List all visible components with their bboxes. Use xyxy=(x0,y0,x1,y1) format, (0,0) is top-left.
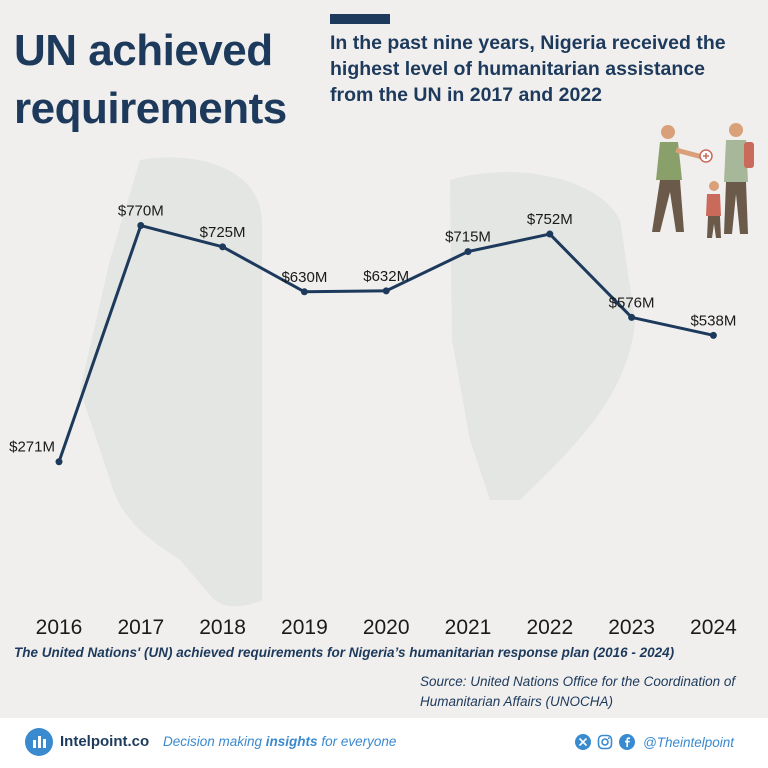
footer: Intelpoint.co Decision making insights f… xyxy=(0,718,768,768)
brand-name[interactable]: Intelpoint.co xyxy=(60,733,150,750)
family-illustration xyxy=(652,123,754,238)
x-tick-label: 2019 xyxy=(281,616,328,639)
data-label: $630M xyxy=(281,269,327,286)
intelpoint-logo-icon[interactable] xyxy=(25,728,53,756)
data-label: $271M xyxy=(9,439,55,456)
data-label: $725M xyxy=(200,224,246,241)
data-label: $538M xyxy=(690,312,736,329)
data-point xyxy=(300,288,308,296)
data-point xyxy=(546,230,554,238)
x-tick-label: 2024 xyxy=(690,616,737,639)
page-title: UN achieved requirements xyxy=(14,26,287,133)
data-point xyxy=(709,331,717,339)
chart-marks: $271M 2016 $770M 2017 $725M 2018 $630M 2019 $632… xyxy=(9,203,737,639)
line-chart: $271M 2016 $770M 2017 $725M 2018 $630M 2019 $632… xyxy=(9,157,737,639)
x-tick-label: 2018 xyxy=(199,616,246,639)
social-links: @Theintelpoint xyxy=(575,732,734,752)
accent-bar xyxy=(330,14,390,24)
x-tick-label: 2022 xyxy=(526,616,573,639)
data-label: $576M xyxy=(609,294,655,311)
x-tick-label: 2017 xyxy=(117,616,164,639)
x-icon[interactable] xyxy=(575,734,591,750)
instagram-icon[interactable] xyxy=(597,734,613,750)
data-point xyxy=(55,458,63,466)
data-label: $632M xyxy=(363,268,409,285)
x-tick-label: 2016 xyxy=(36,616,83,639)
x-tick-label: 2021 xyxy=(445,616,492,639)
facebook-icon[interactable] xyxy=(619,734,635,750)
chart-caption: The United Nations' (UN) achieved requir… xyxy=(14,645,675,660)
data-label: $770M xyxy=(118,203,164,220)
tagline: Decision making insights for everyone xyxy=(163,734,397,749)
data-label: $752M xyxy=(527,211,573,228)
data-point xyxy=(628,313,636,321)
map-silhouette xyxy=(80,157,635,607)
data-label: $715M xyxy=(445,229,491,246)
data-point xyxy=(219,243,227,251)
page-subtitle: In the past nine years, Nigeria received… xyxy=(330,32,726,106)
source-note: Source: United Nations Office for the Co… xyxy=(420,674,736,709)
x-tick-label: 2020 xyxy=(363,616,410,639)
data-point xyxy=(382,287,390,295)
x-tick-label: 2023 xyxy=(608,616,655,639)
data-point xyxy=(464,248,472,256)
social-handle[interactable]: @Theintelpoint xyxy=(643,734,735,750)
data-point xyxy=(137,222,145,230)
